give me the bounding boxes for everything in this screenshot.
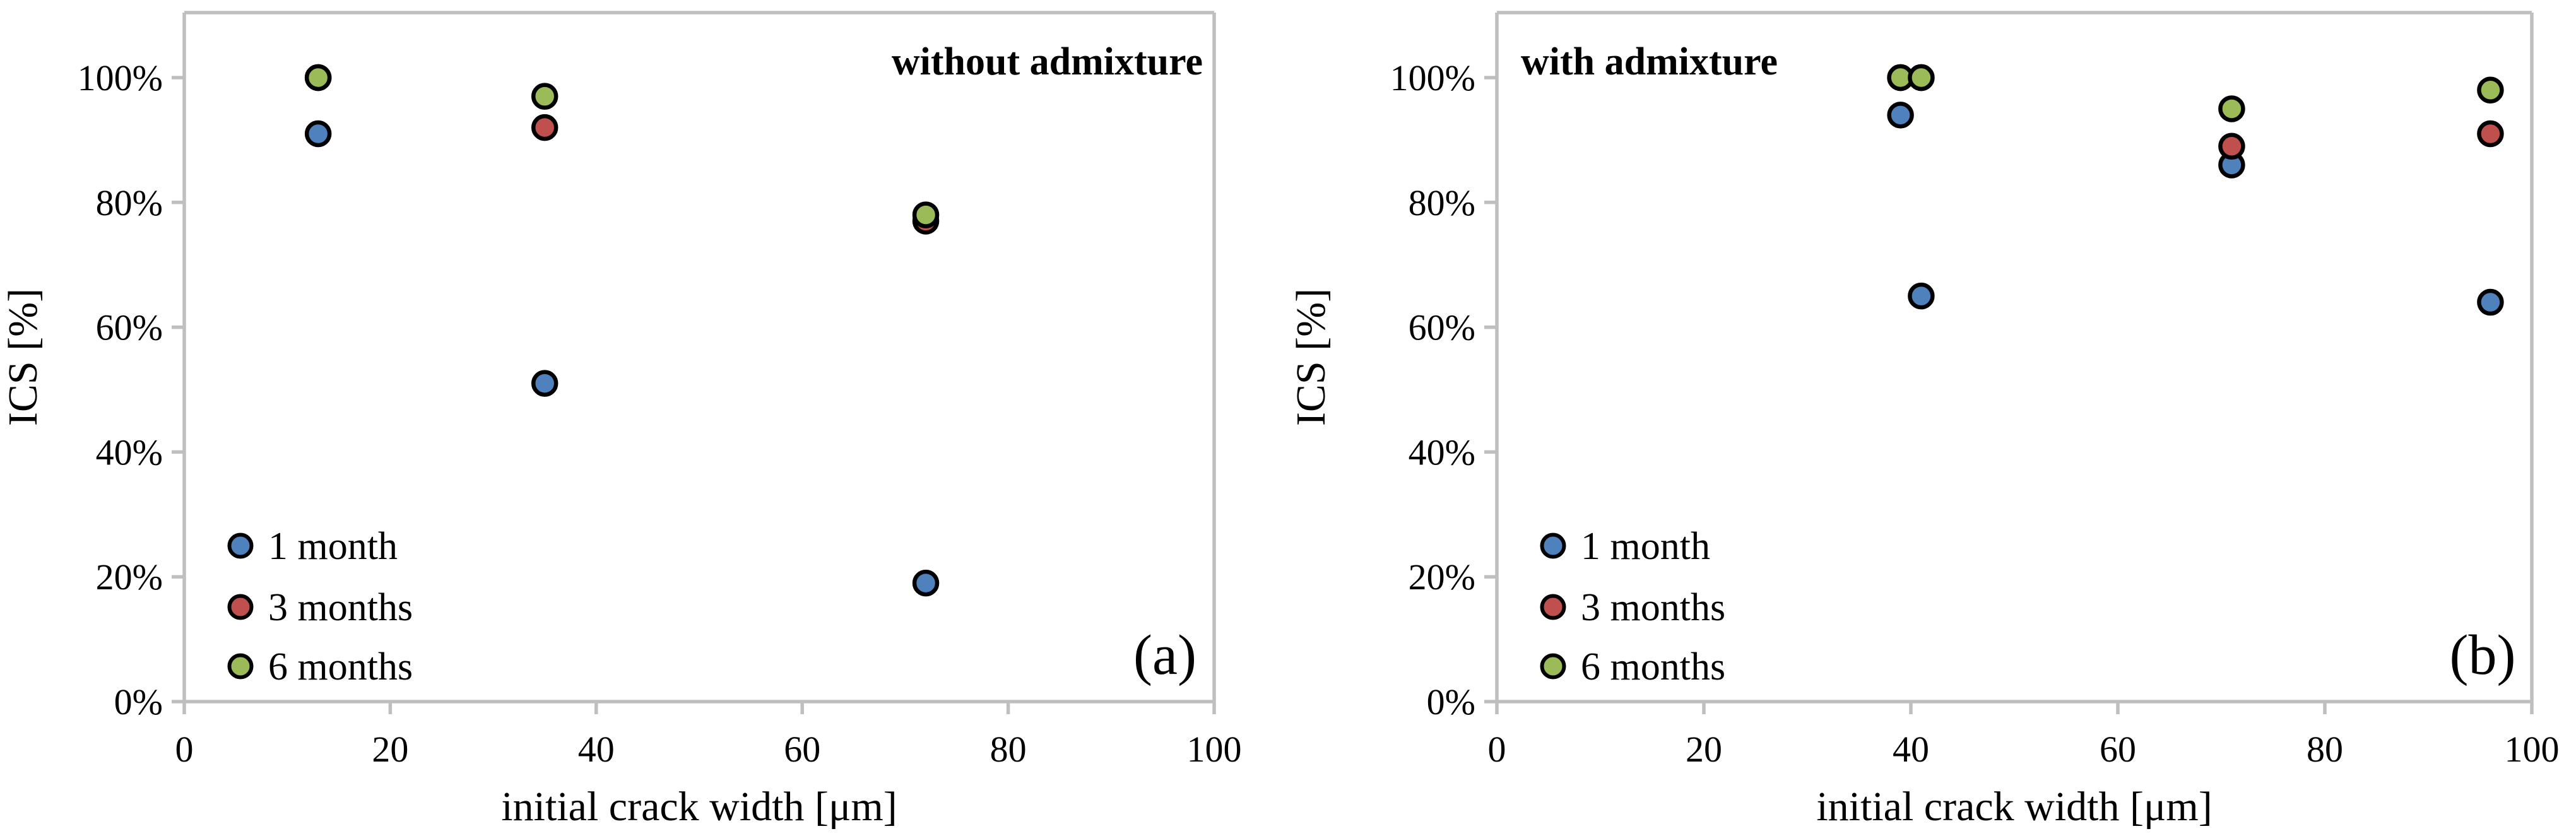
data-point [304, 120, 332, 148]
y-tick-label: 20% [1409, 556, 1475, 598]
panel-title: with admixture [1521, 40, 1778, 83]
data-point [531, 114, 558, 141]
legend-marker-3-months [227, 594, 254, 620]
legend-label: 3 months [1581, 586, 1725, 629]
x-tick-label: 100 [2505, 729, 2560, 770]
y-tick-label: 40% [96, 432, 163, 473]
legend-item: 1 month [1540, 525, 1710, 568]
scatter-plot-svg: 0% 20% 40% 60% 80% 100% 0 20 40 60 80 100 initial cr… [0, 11, 1242, 830]
legend: 1 month 3 months 6 months [1540, 525, 1725, 688]
series-3-months [304, 64, 940, 235]
x-tick-label: 80 [2307, 729, 2343, 770]
data-point [1908, 282, 1935, 310]
x-tick-label: 20 [372, 729, 408, 770]
y-tick-label: 60% [96, 307, 163, 348]
y-tick-label: 100% [1390, 57, 1475, 98]
y-tick-label: 40% [1409, 432, 1475, 473]
legend-label: 6 months [268, 645, 413, 688]
legend-item: 6 months [227, 645, 413, 688]
panel-title: without admixture [892, 40, 1203, 83]
y-tick-label: 80% [1409, 182, 1475, 223]
legend-marker-6-months [227, 653, 254, 680]
series-3-months [1887, 64, 2504, 160]
y-tick-label: 20% [96, 556, 163, 598]
legend-item: 1 month [227, 525, 398, 568]
panel-a-chart: 0% 20% 40% 60% 80% 100% 0 20 40 60 80 100 initial cr… [0, 11, 1242, 830]
x-tick-label: 40 [1893, 729, 1929, 770]
data-point [2477, 120, 2504, 148]
series-6-months [304, 64, 940, 228]
legend-label: 6 months [1581, 645, 1725, 688]
legend-marker-1-month [1540, 533, 1566, 559]
legend-item: 6 months [1540, 645, 1725, 688]
legend: 1 month 3 months 6 months [227, 525, 413, 688]
data-point [304, 64, 332, 91]
y-tick-label: 60% [1409, 307, 1475, 348]
panel-letter: (b) [2450, 624, 2516, 686]
data-point [2477, 288, 2504, 316]
data-point [2218, 132, 2245, 160]
x-tick-label: 60 [2100, 729, 2136, 770]
legend-label: 1 month [268, 525, 398, 568]
y-tick-label: 0% [1427, 681, 1475, 722]
data-point [531, 83, 558, 110]
x-axis-title: initial crack width [μm] [501, 784, 897, 830]
series-1-month [1887, 102, 2504, 316]
data-point [531, 370, 558, 397]
y-axis-title: ICS [%] [1288, 288, 1334, 426]
legend-label: 1 month [1581, 525, 1710, 568]
data-point [1908, 64, 1935, 91]
scatter-plot-svg: 0% 20% 40% 60% 80% 100% 0 20 40 60 80 100 initial cr… [1288, 11, 2560, 830]
x-tick-label: 20 [1686, 729, 1722, 770]
legend-marker-1-month [227, 533, 254, 559]
y-axis-title: ICS [%] [0, 288, 46, 426]
data-point [912, 201, 940, 228]
y-tick-label: 80% [96, 182, 163, 223]
x-tick-label: 0 [1488, 729, 1506, 770]
y-tick-label: 0% [114, 681, 163, 722]
panel-letter: (a) [1133, 624, 1196, 686]
legend-marker-6-months [1540, 653, 1566, 680]
panel-b-chart: 0% 20% 40% 60% 80% 100% 0 20 40 60 80 100 initial cr… [1288, 0, 2576, 836]
x-tick-label: 40 [578, 729, 615, 770]
x-tick-label: 100 [1187, 729, 1242, 770]
data-point [2218, 95, 2245, 122]
data-point [1887, 102, 1914, 129]
legend-item: 3 months [1540, 586, 1725, 629]
x-axis-title: initial crack width [μm] [1816, 784, 2212, 830]
legend-label: 3 months [268, 586, 413, 629]
series-6-months [1887, 64, 2504, 122]
legend-item: 3 months [227, 586, 413, 629]
legend-marker-3-months [1540, 594, 1566, 620]
data-point [912, 569, 940, 597]
y-tick-label: 100% [78, 57, 163, 98]
x-tick-label: 80 [990, 729, 1027, 770]
series-1-month [304, 120, 940, 597]
data-point [2477, 76, 2504, 104]
x-tick-label: 0 [175, 729, 194, 770]
x-tick-label: 60 [784, 729, 820, 770]
